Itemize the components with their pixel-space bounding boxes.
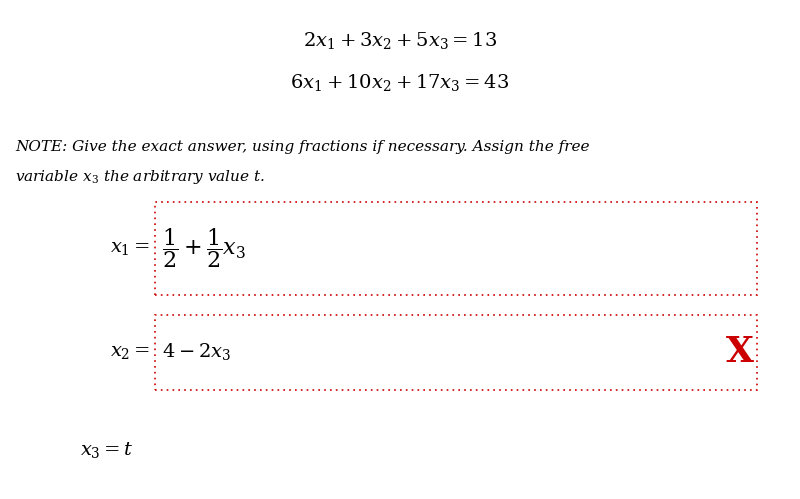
Text: $x_1 = $: $x_1 = $ — [110, 239, 150, 257]
Text: $6x_1 + 10x_2 + 17x_3 = 43$: $6x_1 + 10x_2 + 17x_3 = 43$ — [290, 72, 510, 93]
Bar — [155, 315, 757, 390]
Text: $\mathbf{X}$: $\mathbf{X}$ — [725, 335, 755, 369]
Text: $\dfrac{1}{2} + \dfrac{1}{2}x_3$: $\dfrac{1}{2} + \dfrac{1}{2}x_3$ — [162, 226, 246, 270]
Bar — [155, 202, 757, 295]
Text: $4 - 2x_3$: $4 - 2x_3$ — [162, 341, 231, 362]
Text: variable $x_3$ the arbitrary value $t$.: variable $x_3$ the arbitrary value $t$. — [15, 168, 265, 186]
Text: NOTE: Give the exact answer, using fractions if necessary. Assign the free: NOTE: Give the exact answer, using fract… — [15, 140, 590, 154]
Text: $x_3 = t$: $x_3 = t$ — [80, 440, 134, 460]
Text: $2x_1 + 3x_2 + 5x_3 = 13$: $2x_1 + 3x_2 + 5x_3 = 13$ — [303, 30, 497, 51]
Text: $x_2 = $: $x_2 = $ — [110, 343, 150, 361]
